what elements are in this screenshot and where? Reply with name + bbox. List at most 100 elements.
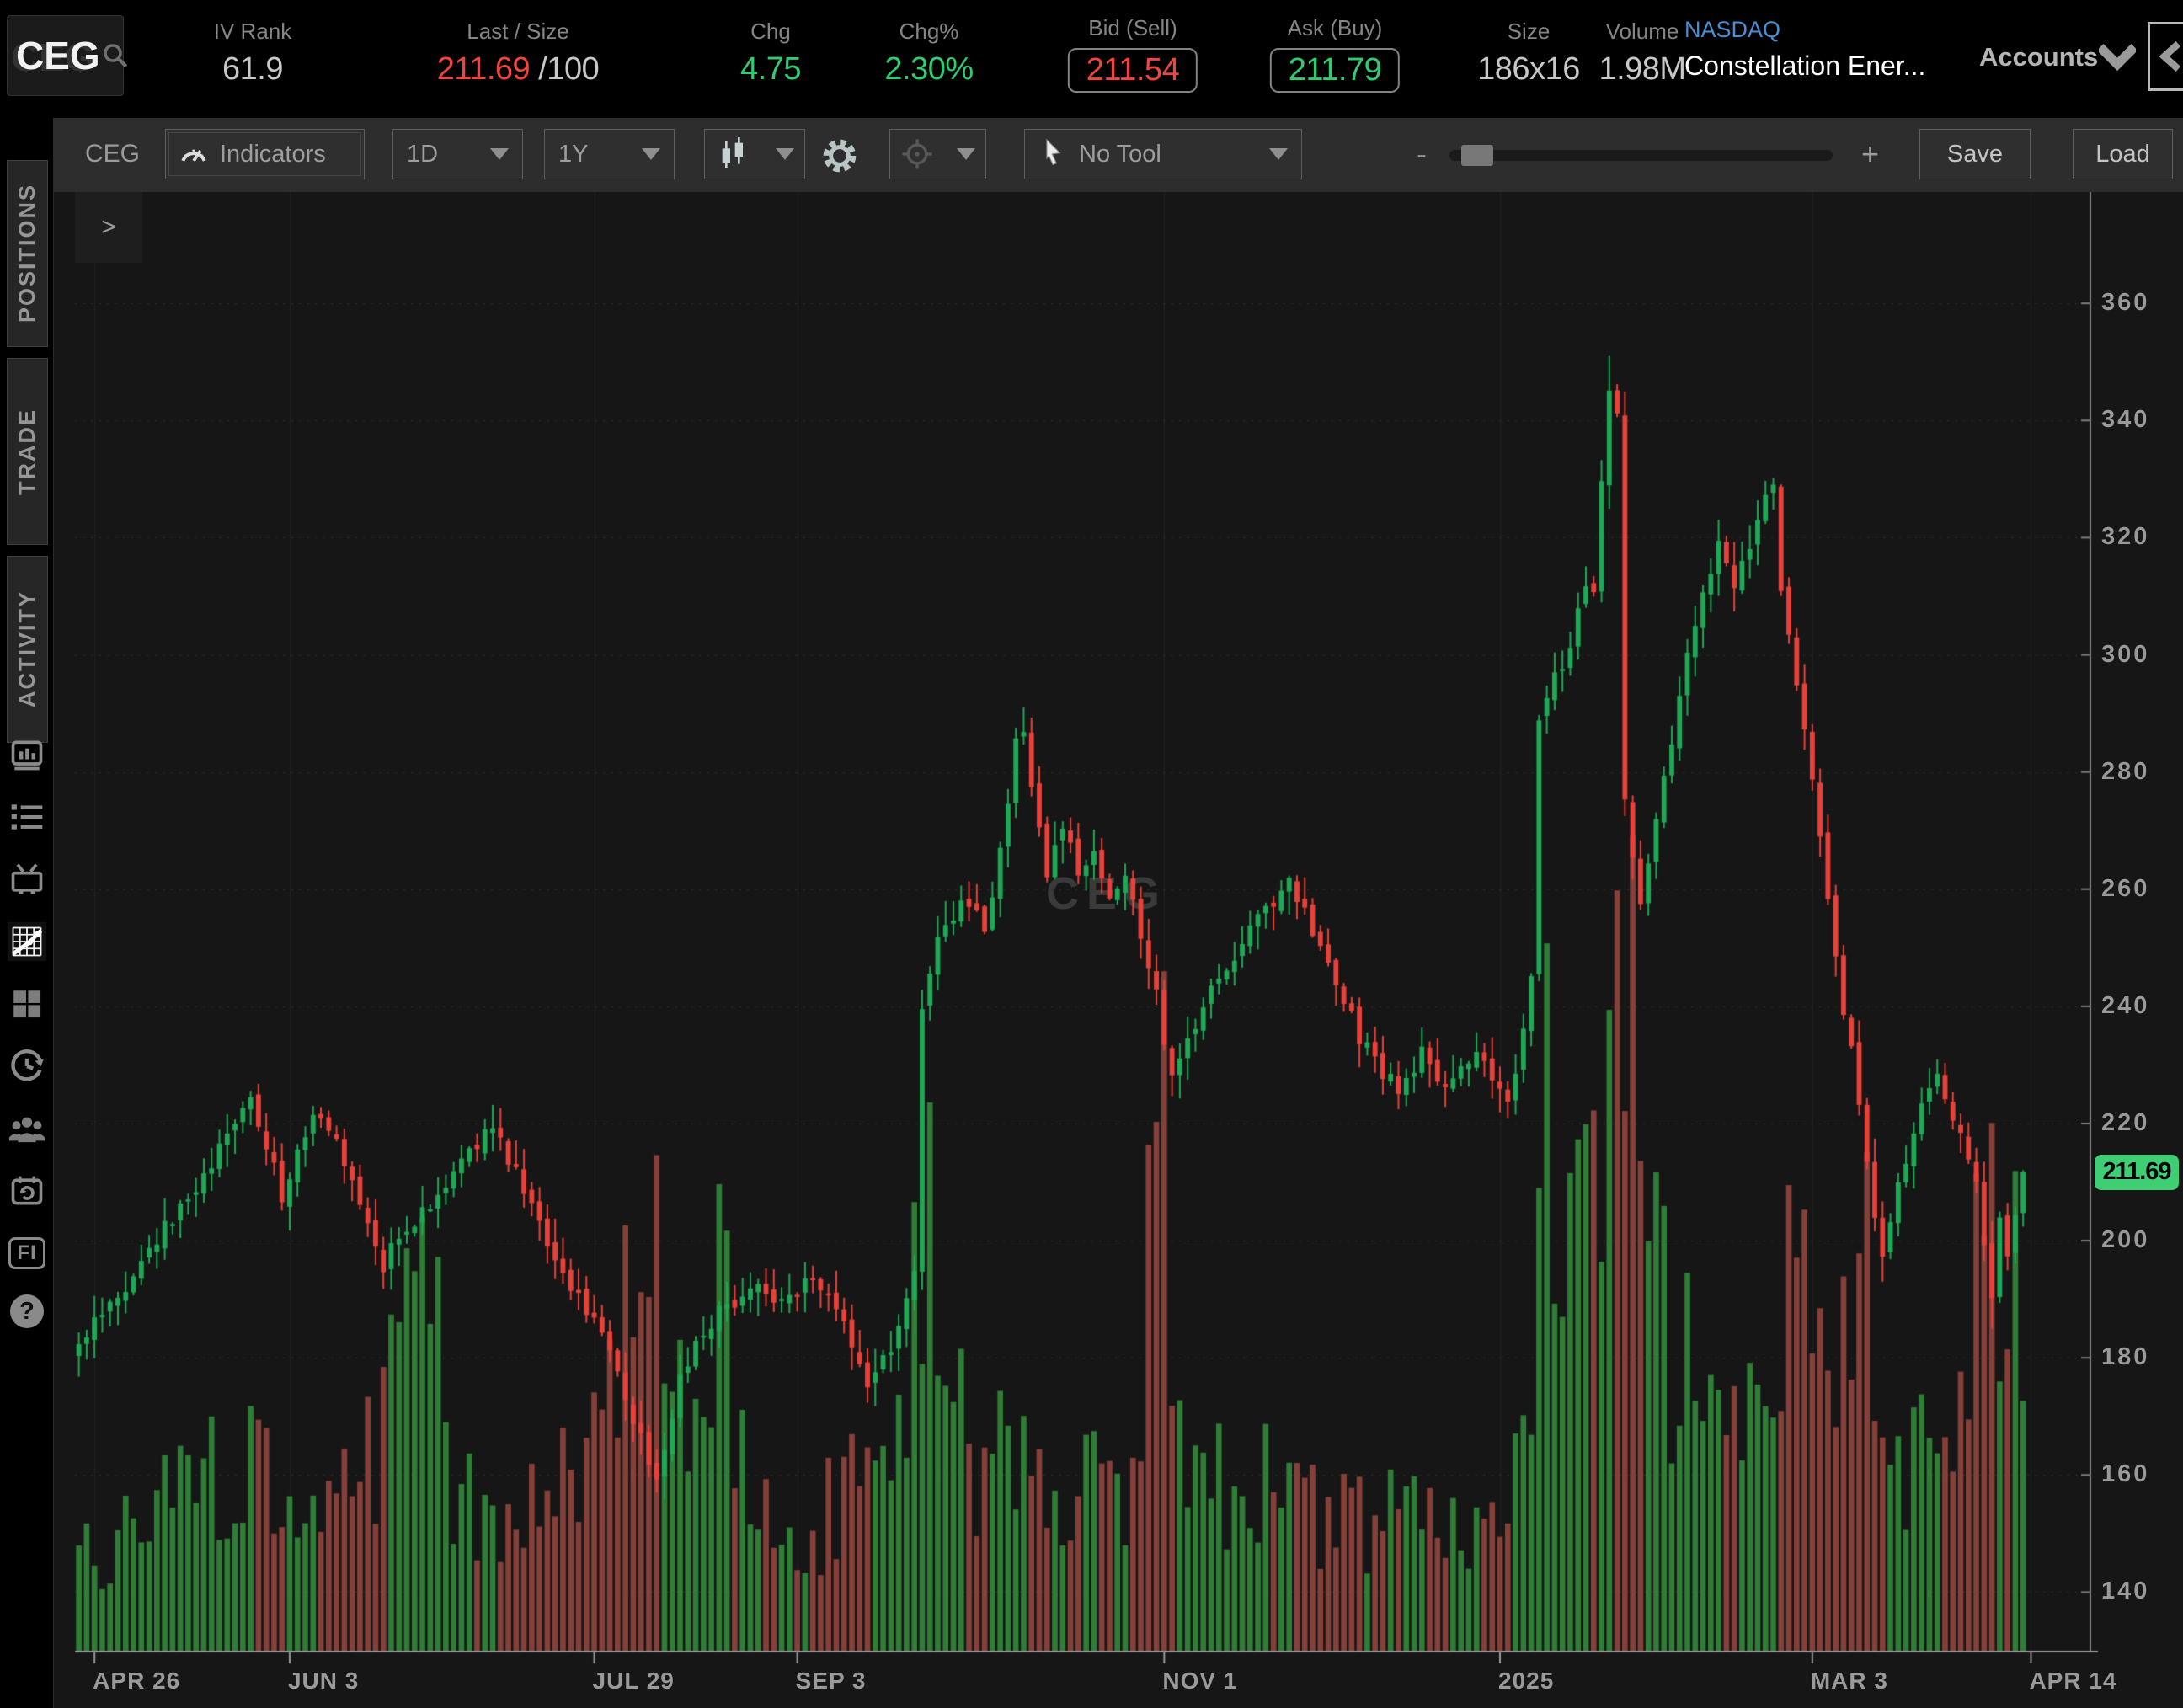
chevron-left-icon — [2159, 40, 2181, 72]
volume-value: 1.98M — [1599, 51, 1686, 87]
grid-icon[interactable] — [8, 985, 46, 1023]
sidebar-tab-activity[interactable]: ACTIVITY — [7, 556, 48, 743]
chevron-down-icon[interactable] — [2099, 44, 2136, 72]
zoom-in-button[interactable]: + — [1861, 136, 1880, 171]
ask-label: Ask (Buy) — [1287, 15, 1383, 40]
chg-pct-label: Chg% — [899, 19, 959, 44]
date-tick-label: SEP 3 — [795, 1668, 867, 1694]
chart-settings-button[interactable] — [820, 136, 859, 175]
last-size-value: 211.69 /100 — [436, 51, 600, 87]
journal-icon[interactable] — [8, 735, 46, 774]
chart-type-dropdown[interactable] — [704, 129, 805, 179]
iv-rank-value: 61.9 — [222, 51, 283, 87]
fi-icon[interactable]: FI — [8, 1234, 46, 1273]
price-tick-label: 180 — [2101, 1343, 2150, 1371]
candlestick-chart[interactable] — [54, 118, 2183, 1708]
chg-pct-value: 2.30% — [884, 51, 974, 87]
calendar-restore-icon[interactable] — [8, 1172, 46, 1210]
watchlist-icon[interactable] — [8, 798, 46, 836]
accounts-menu[interactable]: Accounts — [1979, 42, 2099, 72]
panel-collapse-button[interactable] — [2148, 22, 2183, 91]
history-icon[interactable] — [8, 1047, 46, 1086]
chart-sidebar-expander[interactable]: > — [75, 192, 142, 263]
iv-rank-label: IV Rank — [213, 19, 292, 44]
sidebar-tab-trade[interactable]: TRADE — [7, 358, 48, 545]
period-dropdown[interactable]: 1D — [392, 129, 523, 179]
last-size-stat: Last / Size 211.69 /100 — [436, 19, 600, 88]
bid-button[interactable]: 211.54 — [1067, 48, 1198, 93]
date-tick-label: 2025 — [1498, 1668, 1555, 1694]
help-icon[interactable]: ? — [8, 1292, 46, 1331]
chg-pct-stat: Chg% 2.30% — [884, 19, 974, 88]
quote-header: CEG IV Rank 61.9 Last / Size 211.69 /100… — [0, 0, 2183, 118]
drawing-tool-dropdown[interactable]: No Tool — [1024, 129, 1302, 179]
symbol-search-input[interactable]: CEG — [7, 15, 127, 96]
range-dropdown[interactable]: 1Y — [544, 129, 675, 179]
indicators-icon — [178, 138, 210, 170]
iv-rank-stat: IV Rank 61.9 — [214, 19, 292, 88]
zoom-slider-thumb[interactable] — [1461, 145, 1493, 166]
date-tick-label: JUL 29 — [592, 1668, 675, 1694]
date-tick-label: JUN 3 — [287, 1668, 360, 1694]
price-tick-label: 140 — [2101, 1577, 2150, 1605]
price-tick-label: 220 — [2101, 1108, 2150, 1136]
date-tick-label: APR 26 — [93, 1668, 181, 1694]
caret-down-icon — [957, 148, 975, 160]
price-tick-label: 200 — [2101, 1226, 2150, 1254]
chart-toolbar: CEG Indicators 1D 1Y — [54, 118, 2183, 192]
caret-down-icon — [1269, 148, 1288, 160]
size-label: Size — [1507, 19, 1551, 44]
company-name: Constellation Ener... — [1684, 51, 1926, 81]
crosshair-dropdown[interactable] — [889, 129, 986, 179]
price-tick-label: 260 — [2101, 874, 2150, 902]
ask-button[interactable]: 211.79 — [1269, 48, 1401, 93]
caret-down-icon — [776, 148, 794, 160]
load-button[interactable]: Load — [2073, 129, 2173, 179]
bid-stat: Bid (Sell) 211.54 — [1067, 15, 1198, 93]
crosshair-icon — [900, 137, 934, 171]
exchange-block: NASDAQ Constellation Ener... — [1684, 17, 1925, 82]
price-tick-label: 300 — [2101, 640, 2150, 668]
ask-stat: Ask (Buy) 211.79 — [1269, 15, 1401, 93]
zoom-slider[interactable] — [1449, 145, 1833, 166]
price-tick-label: 160 — [2101, 1460, 2150, 1488]
caret-down-icon — [642, 148, 660, 160]
date-tick-label: APR 14 — [2029, 1668, 2117, 1694]
chart-icon[interactable] — [8, 922, 46, 961]
live-tv-icon[interactable] — [8, 860, 46, 899]
caret-down-icon — [490, 148, 509, 160]
left-sidebar: POSITIONS TRADE ACTIVITY FI ? — [0, 118, 53, 1708]
volume-label: Volume — [1605, 19, 1679, 44]
community-icon[interactable] — [8, 1109, 46, 1148]
size-value: 186x16 — [1477, 51, 1580, 87]
chart-panel: CEG Indicators 1D 1Y — [53, 118, 2183, 1708]
gear-icon — [820, 136, 859, 175]
chg-stat: Chg 4.75 — [740, 19, 801, 88]
zoom-out-button[interactable]: - — [1417, 136, 1427, 171]
save-button[interactable]: Save — [1919, 129, 2031, 179]
symbol-text: CEG — [16, 34, 100, 77]
date-tick-label: NOV 1 — [1162, 1668, 1238, 1694]
size-stat: Size 186x16 — [1477, 19, 1580, 88]
range-value: 1Y — [558, 140, 589, 168]
search-icon[interactable] — [100, 40, 131, 71]
volume-stat: Volume 1.98M — [1599, 19, 1686, 88]
chg-label: Chg — [750, 19, 791, 44]
price-tick-label: 320 — [2101, 523, 2150, 551]
last-size-label: Last / Size — [467, 19, 569, 44]
price-tick-label: 340 — [2101, 406, 2150, 434]
toolbar-symbol: CEG — [85, 140, 141, 168]
cursor-icon — [1038, 137, 1067, 171]
ask-value: 211.79 — [1288, 52, 1382, 88]
candlestick-icon — [715, 136, 749, 173]
indicators-button[interactable]: Indicators — [165, 129, 365, 179]
bid-value: 211.54 — [1086, 52, 1180, 88]
exchange-name: NASDAQ — [1684, 17, 1781, 42]
date-tick-label: MAR 3 — [1810, 1668, 1888, 1694]
bid-label: Bid (Sell) — [1088, 15, 1177, 40]
sidebar-tab-positions[interactable]: POSITIONS — [7, 160, 48, 347]
chg-value: 4.75 — [740, 51, 801, 87]
period-value: 1D — [407, 140, 439, 168]
tool-value: No Tool — [1079, 140, 1161, 168]
